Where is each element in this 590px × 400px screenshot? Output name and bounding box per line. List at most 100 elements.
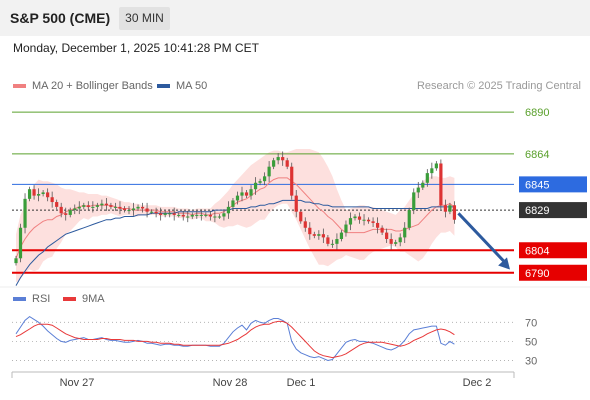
rsi-level-label-30: 30 (525, 355, 537, 367)
candle-body (308, 227, 312, 235)
candle-body (294, 195, 298, 212)
candle-body (145, 208, 149, 212)
ma9-swatch (63, 297, 76, 302)
candle-body (339, 232, 344, 240)
candle-body (32, 189, 36, 196)
candle-body (317, 234, 321, 236)
candle-body (91, 206, 95, 208)
candle-body (303, 221, 307, 228)
candle-body (403, 227, 407, 238)
candle-body (64, 213, 68, 215)
candle-body (217, 216, 221, 218)
forecast-arrow-shaft (457, 212, 509, 266)
candle-body (113, 206, 118, 208)
candle-body (186, 216, 190, 218)
instrument-title: S&P 500 (CME) (10, 10, 111, 26)
candle-body (389, 239, 393, 244)
candle-body (412, 192, 416, 211)
candle-body (416, 187, 420, 193)
candle-body (380, 227, 384, 233)
candle-body (394, 242, 398, 244)
candle-body (267, 166, 271, 177)
candle-body (136, 206, 140, 209)
x-tick-label: Dec 1 (287, 377, 316, 389)
bollinger-band (16, 149, 455, 283)
candle-body (421, 182, 425, 188)
candle-body (213, 216, 217, 218)
candle-body (50, 197, 54, 203)
candle-body (371, 221, 375, 223)
candle-body (18, 227, 23, 259)
candle-body (448, 205, 452, 212)
candle-body (281, 157, 285, 161)
candle-body (82, 205, 86, 207)
candle-body (244, 192, 249, 196)
candle-body (312, 234, 316, 236)
candle-body (231, 200, 235, 207)
candle-body (140, 206, 145, 209)
x-tick-label: Dec 2 (463, 377, 492, 389)
candle-body (376, 222, 380, 228)
chart-header: S&P 500 (CME) 30 MIN (0, 0, 590, 36)
candle-body (430, 168, 434, 174)
candle-body (285, 160, 289, 167)
candle-body (14, 258, 18, 264)
candle-body (385, 232, 389, 240)
candle-body (118, 206, 122, 209)
candle-body (398, 237, 402, 243)
candle-body (439, 163, 443, 206)
ma50-line (15, 199, 455, 286)
candle-body (100, 203, 104, 206)
candle-body (272, 160, 276, 167)
candle-body (208, 214, 212, 217)
level-label-6864: 6864 (525, 149, 549, 161)
level-label-6790: 6790 (525, 268, 549, 280)
interval-button[interactable]: 30 MIN (119, 7, 170, 30)
level-label-6804: 6804 (525, 245, 549, 257)
candle-body (226, 206, 231, 214)
forecast-arrow-head (498, 257, 510, 270)
candle-body (425, 173, 429, 183)
ma50-swatch (157, 84, 170, 89)
candle-body (55, 202, 59, 207)
legend-ma20: MA 20 + Bollinger Bands (13, 80, 153, 92)
candle-body (104, 203, 108, 206)
candle-body (163, 213, 167, 215)
candle-body (86, 205, 90, 207)
level-label-6829: 6829 (525, 205, 549, 217)
candle-body (253, 182, 258, 190)
candle-body (109, 205, 113, 207)
candle-body (122, 208, 127, 211)
candle-body (46, 192, 50, 198)
candle-body (199, 214, 203, 216)
rsi-level-label-70: 70 (525, 317, 537, 329)
candle-body (168, 213, 172, 215)
legend-rsi: RSI (13, 293, 50, 305)
legend-ma20-label: MA 20 + Bollinger Bands (32, 80, 153, 92)
candle-body (159, 213, 163, 215)
candle-body (330, 243, 334, 245)
candle-body (190, 214, 194, 217)
candle-body (348, 218, 353, 225)
candle-body (326, 237, 330, 244)
ma20-swatch (13, 84, 26, 89)
candle-body (240, 192, 244, 196)
candle-body (263, 176, 267, 182)
candle-body (235, 195, 240, 201)
candle-body (37, 194, 41, 196)
candle-body (366, 219, 371, 222)
candle-body (95, 205, 99, 207)
candle-body (150, 211, 154, 213)
candle-body (181, 214, 185, 217)
legend-9ma: 9MA (63, 293, 105, 305)
timestamp: Monday, December 1, 2025 10:41:28 PM CET (13, 41, 259, 55)
x-tick-label: Nov 28 (213, 377, 248, 389)
level-tag-6804 (519, 242, 587, 259)
candle-body (258, 181, 262, 183)
legend-ma50: MA 50 (157, 80, 207, 92)
legend-ma50-label: MA 50 (176, 80, 208, 92)
candle-body (452, 205, 457, 220)
candle-body (41, 192, 45, 195)
candle-body (335, 239, 339, 244)
